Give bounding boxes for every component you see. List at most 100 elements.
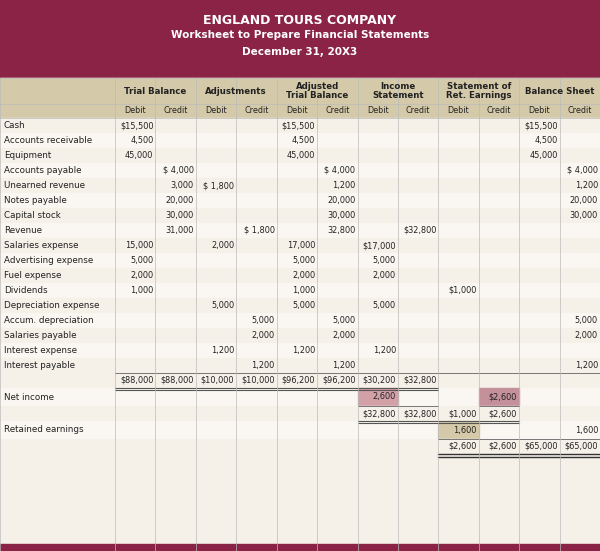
Text: Net income: Net income [4, 392, 54, 402]
Text: Adjusted: Adjusted [295, 82, 339, 91]
Text: Retained earnings: Retained earnings [4, 425, 83, 435]
Bar [0, 208, 600, 223]
Text: December 31, 20X3: December 31, 20X3 [242, 47, 358, 57]
Text: Unearned revenue: Unearned revenue [4, 181, 85, 190]
Text: $65,000: $65,000 [524, 442, 557, 451]
Text: Advertising expense: Advertising expense [4, 256, 93, 265]
Text: $ 1,800: $ 1,800 [244, 226, 275, 235]
Text: Income: Income [380, 82, 416, 91]
Text: Notes payable: Notes payable [4, 196, 67, 205]
Text: $65,000: $65,000 [565, 442, 598, 451]
Text: Debit: Debit [286, 106, 308, 115]
Text: 5,000: 5,000 [251, 316, 275, 325]
Text: Fuel expense: Fuel expense [4, 271, 61, 280]
Bar [358, 388, 398, 406]
Text: Ret. Earnings: Ret. Earnings [446, 91, 511, 100]
Text: 5,000: 5,000 [373, 301, 396, 310]
Bar [0, 253, 600, 268]
Bar [0, 78, 600, 551]
Bar [0, 358, 600, 373]
Text: 3,000: 3,000 [171, 181, 194, 190]
Text: $17,000: $17,000 [362, 241, 396, 250]
Text: 1,200: 1,200 [373, 346, 396, 355]
Text: $32,800: $32,800 [403, 226, 436, 235]
Text: 1,200: 1,200 [575, 361, 598, 370]
Bar [0, 544, 600, 551]
Bar [0, 343, 600, 358]
Text: Statement: Statement [372, 91, 424, 100]
Text: Credit: Credit [568, 106, 592, 115]
Text: Credit: Credit [325, 106, 349, 115]
Text: $32,800: $32,800 [403, 376, 436, 385]
Text: $2,600: $2,600 [489, 409, 517, 418]
Text: Credit: Credit [244, 106, 269, 115]
Bar [439, 421, 479, 439]
Text: 5,000: 5,000 [575, 316, 598, 325]
Text: Revenue: Revenue [4, 226, 42, 235]
Text: $ 4,000: $ 4,000 [325, 166, 355, 175]
Bar [0, 78, 600, 118]
Text: 2,000: 2,000 [130, 271, 154, 280]
Text: Dividends: Dividends [4, 286, 47, 295]
Text: 1,000: 1,000 [292, 286, 315, 295]
Text: 5,000: 5,000 [373, 256, 396, 265]
Bar [0, 406, 600, 421]
Text: Interest payable: Interest payable [4, 361, 75, 370]
Text: 2,000: 2,000 [292, 271, 315, 280]
Text: 4,500: 4,500 [535, 136, 557, 145]
Bar [0, 328, 600, 343]
Text: 45,000: 45,000 [287, 151, 315, 160]
Text: Interest expense: Interest expense [4, 346, 77, 355]
Text: Accounts receivable: Accounts receivable [4, 136, 92, 145]
Text: Credit: Credit [163, 106, 188, 115]
Text: 1,200: 1,200 [211, 346, 234, 355]
Text: 2,000: 2,000 [211, 241, 234, 250]
Text: 5,000: 5,000 [292, 301, 315, 310]
Text: Debit: Debit [124, 106, 146, 115]
Text: Credit: Credit [487, 106, 511, 115]
Text: Debit: Debit [367, 106, 389, 115]
Text: 17,000: 17,000 [287, 241, 315, 250]
Text: 30,000: 30,000 [327, 211, 355, 220]
Bar [0, 298, 600, 313]
Text: $ 1,800: $ 1,800 [203, 181, 234, 190]
Bar [0, 283, 600, 298]
Text: $15,500: $15,500 [281, 121, 315, 130]
Bar [0, 313, 600, 328]
Text: 4,500: 4,500 [292, 136, 315, 145]
Text: $32,800: $32,800 [362, 409, 396, 418]
Text: $ 4,000: $ 4,000 [163, 166, 194, 175]
Text: 2,600: 2,600 [373, 392, 396, 402]
Text: 20,000: 20,000 [166, 196, 194, 205]
Bar [0, 193, 600, 208]
Text: Depreciation expense: Depreciation expense [4, 301, 100, 310]
Text: Debit: Debit [529, 106, 550, 115]
Text: Debit: Debit [205, 106, 227, 115]
Text: $2,600: $2,600 [448, 442, 477, 451]
Bar [0, 238, 600, 253]
Text: Cash: Cash [4, 121, 26, 130]
Text: Equipment: Equipment [4, 151, 51, 160]
Text: 4,500: 4,500 [130, 136, 154, 145]
Text: 45,000: 45,000 [529, 151, 557, 160]
Text: Capital stock: Capital stock [4, 211, 61, 220]
Text: 5,000: 5,000 [130, 256, 154, 265]
Text: $ 4,000: $ 4,000 [567, 166, 598, 175]
Text: $96,200: $96,200 [322, 376, 355, 385]
Text: 32,800: 32,800 [327, 226, 355, 235]
Bar [0, 118, 600, 133]
Bar [0, 268, 600, 283]
Text: 45,000: 45,000 [125, 151, 154, 160]
Text: 1,200: 1,200 [292, 346, 315, 355]
Text: $2,600: $2,600 [489, 392, 517, 402]
Bar [0, 178, 600, 193]
Bar [0, 421, 600, 439]
Bar [479, 388, 519, 406]
Text: Credit: Credit [406, 106, 430, 115]
Text: 1,200: 1,200 [575, 181, 598, 190]
Text: $30,200: $30,200 [362, 376, 396, 385]
Text: 31,000: 31,000 [166, 226, 194, 235]
Text: 1,200: 1,200 [332, 181, 355, 190]
Text: $96,200: $96,200 [281, 376, 315, 385]
Text: Salaries expense: Salaries expense [4, 241, 79, 250]
